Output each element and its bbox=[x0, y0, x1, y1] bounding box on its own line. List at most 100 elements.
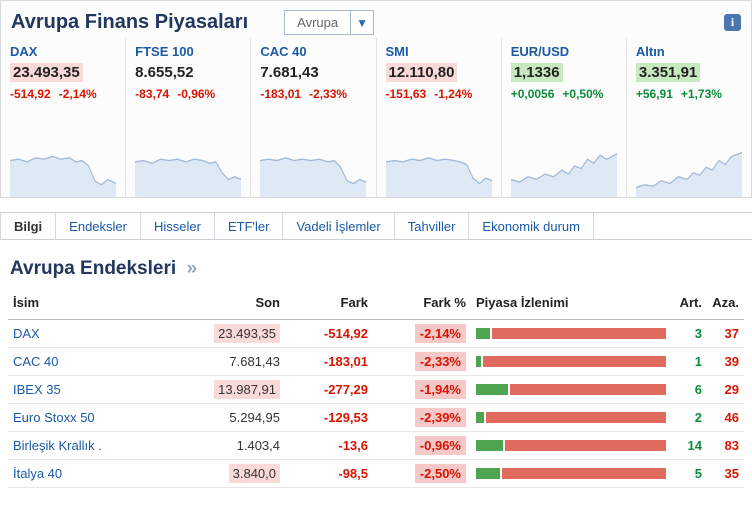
card-change: -514,92 -2,14% bbox=[10, 87, 116, 101]
advancers-bar bbox=[476, 412, 484, 423]
decliners-bar bbox=[510, 384, 666, 395]
index-link[interactable]: CAC 40 bbox=[13, 354, 59, 369]
market-card-alt-n: Altın 3.351,91 +56,91 +1,73% bbox=[625, 38, 751, 197]
change-pct: -2,39% bbox=[414, 408, 466, 427]
sparkline-chart bbox=[10, 155, 117, 197]
card-symbol-link[interactable]: DAX bbox=[10, 44, 38, 59]
chevron-down-icon: ▼ bbox=[350, 11, 373, 34]
tab-endeksler[interactable]: Endeksler bbox=[56, 213, 141, 239]
index-link[interactable]: Euro Stoxx 50 bbox=[13, 410, 95, 425]
decliners-bar bbox=[485, 412, 666, 423]
market-card-dax: DAX 23.493,35 -514,92 -2,14% bbox=[1, 38, 125, 197]
change-value: -514,92 bbox=[285, 319, 373, 348]
index-link[interactable]: Birleşik Krallık . bbox=[13, 438, 102, 453]
tab-etf-ler[interactable]: ETF'ler bbox=[215, 213, 284, 239]
table-row-birle-ik-krall-k: Birleşik Krallık . 1.403,4 -13,6 -0,96% 14 83 bbox=[8, 431, 744, 460]
column-header-aza[interactable]: Aza. bbox=[707, 286, 744, 320]
card-change-abs: +56,91 bbox=[635, 87, 673, 101]
change-value: -277,29 bbox=[285, 375, 373, 404]
decliners-bar bbox=[482, 356, 666, 367]
sparkline-chart bbox=[635, 151, 743, 197]
last-value: 7.681,43 bbox=[229, 354, 280, 369]
card-symbol-link[interactable]: CAC 40 bbox=[260, 44, 307, 59]
decliners-count: 83 bbox=[707, 431, 744, 460]
card-change: +0,0056 +0,50% bbox=[511, 87, 617, 101]
market-sentiment-bar bbox=[476, 384, 666, 395]
advancers-bar bbox=[476, 356, 481, 367]
index-link[interactable]: IBEX 35 bbox=[13, 382, 61, 397]
card-last-value: 8.655,52 bbox=[135, 64, 194, 81]
column-header-art[interactable]: Art. bbox=[671, 286, 707, 320]
card-change-abs: -83,74 bbox=[135, 87, 170, 101]
advancers-count: 2 bbox=[671, 403, 707, 432]
change-value: -13,6 bbox=[285, 431, 373, 460]
tab-vadeli-i-lemler[interactable]: Vadeli İşlemler bbox=[283, 213, 395, 239]
column-header-son[interactable]: Son bbox=[183, 286, 285, 320]
card-change: -83,74 -0,96% bbox=[135, 87, 241, 101]
card-last-value: 12.110,80 bbox=[385, 63, 492, 82]
advancers-bar bbox=[476, 440, 504, 451]
last-value: 23.493,35 bbox=[214, 324, 280, 343]
sparkline-chart bbox=[510, 153, 617, 197]
panel-header: Avrupa Finans Piyasaları Avrupa ▼ i bbox=[1, 1, 751, 38]
column-header-piyasa-i-zlenimi[interactable]: Piyasa İzlenimi bbox=[471, 286, 671, 320]
market-card-smi: SMI 12.110,80 -151,63 -1,24% bbox=[375, 38, 501, 197]
card-symbol-link[interactable]: EUR/USD bbox=[510, 44, 570, 59]
card-change-pct: -2,14% bbox=[58, 87, 97, 101]
column-header-fark[interactable]: Fark bbox=[285, 286, 373, 320]
table-row-i-talya-40: İtalya 40 3.840,0 -98,5 -2,50% 5 35 bbox=[8, 459, 744, 488]
sparkline-chart bbox=[135, 158, 242, 197]
decliners-count: 29 bbox=[707, 375, 744, 404]
change-pct: -2,50% bbox=[414, 464, 466, 483]
tab-hisseler[interactable]: Hisseler bbox=[141, 213, 215, 239]
market-sentiment-bar bbox=[476, 412, 666, 423]
index-link[interactable]: İtalya 40 bbox=[13, 466, 63, 481]
change-pct: -2,33% bbox=[414, 352, 466, 371]
change-value: -129,53 bbox=[285, 403, 373, 432]
last-value: 1.403,4 bbox=[236, 438, 280, 453]
market-overview-panel: Avrupa Finans Piyasaları Avrupa ▼ i DAX 2… bbox=[0, 0, 752, 198]
table-row-euro-stoxx-50: Euro Stoxx 50 5.294,95 -129,53 -2,39% 2 46 bbox=[8, 403, 744, 432]
card-change-pct: +1,73% bbox=[680, 87, 722, 101]
market-card-eur-usd: EUR/USD 1,1336 +0,0056 +0,50% bbox=[500, 38, 626, 197]
last-value: 5.294,95 bbox=[229, 410, 280, 425]
index-link[interactable]: DAX bbox=[13, 326, 40, 341]
card-symbol-link[interactable]: SMI bbox=[385, 44, 409, 59]
page-title: Avrupa Finans Piyasaları bbox=[11, 11, 249, 33]
card-change: -183,01 -2,33% bbox=[260, 87, 366, 101]
info-icon[interactable]: i bbox=[724, 14, 741, 31]
card-change-pct: -1,24% bbox=[434, 87, 473, 101]
change-pct: -0,96% bbox=[414, 436, 466, 455]
section-more-link[interactable]: » bbox=[186, 258, 198, 279]
decliners-bar bbox=[501, 468, 666, 479]
tab-bilgi[interactable]: Bilgi bbox=[0, 213, 57, 239]
column-header-fark[interactable]: Fark % bbox=[373, 286, 471, 320]
advancers-bar bbox=[476, 384, 509, 395]
card-symbol-link[interactable]: Altın bbox=[635, 44, 665, 59]
advancers-count: 14 bbox=[671, 431, 707, 460]
card-last-value: 1,1336 bbox=[510, 63, 617, 82]
market-card-ftse-100: FTSE 100 8.655,52 -83,74 -0,96% bbox=[125, 38, 250, 197]
decliners-bar bbox=[505, 440, 666, 451]
change-pct: -2,14% bbox=[414, 324, 466, 343]
decliners-count: 39 bbox=[707, 347, 744, 376]
card-change: +56,91 +1,73% bbox=[636, 87, 742, 101]
card-change-pct: -2,33% bbox=[309, 87, 348, 101]
region-dropdown[interactable]: Avrupa ▼ bbox=[284, 10, 375, 35]
advancers-count: 1 bbox=[671, 347, 707, 376]
change-pct: -1,94% bbox=[414, 380, 466, 399]
card-change: -151,63 -1,24% bbox=[386, 87, 492, 101]
market-sentiment-bar bbox=[476, 440, 666, 451]
market-sentiment-bar bbox=[476, 468, 666, 479]
card-symbol-link[interactable]: FTSE 100 bbox=[135, 44, 194, 59]
table-row-ibex-35: IBEX 35 13.987,91 -277,29 -1,94% 6 29 bbox=[8, 375, 744, 404]
sparkline-chart bbox=[260, 157, 367, 197]
tab-ekonomik-durum[interactable]: Ekonomik durum bbox=[469, 213, 594, 239]
card-last-value: 23.493,35 bbox=[10, 63, 116, 82]
tab-tahviller[interactable]: Tahviller bbox=[395, 213, 470, 239]
market-sentiment-bar bbox=[476, 328, 666, 339]
column-header-i-sim[interactable]: İsim bbox=[8, 286, 183, 320]
region-dropdown-value: Avrupa bbox=[297, 15, 339, 30]
card-change-pct: +0,50% bbox=[562, 87, 604, 101]
tab-bar: Bilgi Endeksler Hisseler ETF'ler Vadeli İşle… bbox=[0, 212, 752, 240]
